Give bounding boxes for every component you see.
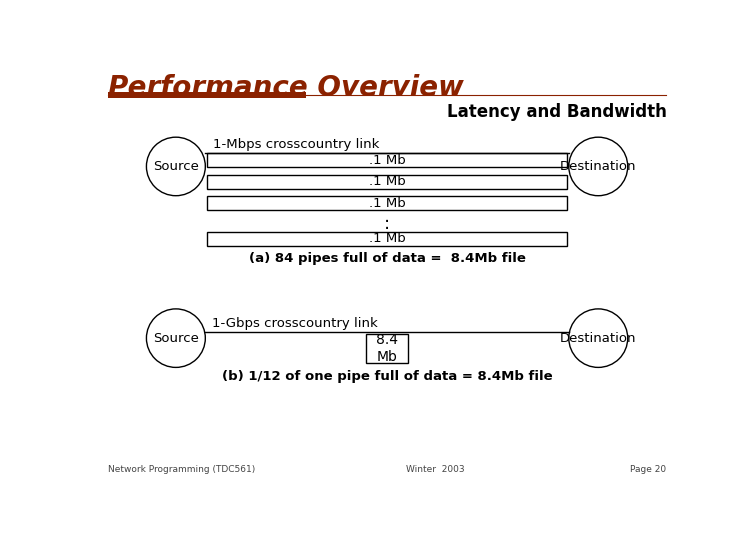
Text: Source: Source: [153, 332, 199, 345]
Text: 8.4
Mb: 8.4 Mb: [376, 333, 398, 364]
Text: 1-Mbps crosscountry link: 1-Mbps crosscountry link: [213, 138, 380, 151]
Text: :: :: [384, 215, 390, 233]
Text: Page 20: Page 20: [631, 465, 667, 475]
Text: Performance Overview: Performance Overview: [108, 74, 464, 102]
Bar: [207, 153, 567, 167]
Ellipse shape: [569, 309, 627, 367]
Text: 1-Gbps crosscountry link: 1-Gbps crosscountry link: [212, 316, 377, 330]
Bar: [108, 92, 306, 98]
Ellipse shape: [147, 309, 206, 367]
Text: Source: Source: [153, 160, 199, 173]
Bar: [207, 232, 567, 246]
Text: Winter  2003: Winter 2003: [406, 465, 465, 475]
Bar: [207, 175, 567, 189]
Text: (b) 1/12 of one pipe full of data = 8.4Mb file: (b) 1/12 of one pipe full of data = 8.4M…: [222, 370, 553, 383]
Text: .1 Mb: .1 Mb: [369, 176, 405, 188]
Ellipse shape: [569, 137, 627, 195]
Text: Destination: Destination: [560, 332, 637, 345]
Bar: [366, 334, 408, 363]
Text: Network Programming (TDC561): Network Programming (TDC561): [108, 465, 256, 475]
Text: Destination: Destination: [560, 160, 637, 173]
Text: .1 Mb: .1 Mb: [369, 197, 405, 210]
Text: (a) 84 pipes full of data =  8.4Mb file: (a) 84 pipes full of data = 8.4Mb file: [249, 252, 525, 265]
Bar: [207, 197, 567, 211]
Text: .1 Mb: .1 Mb: [369, 232, 405, 245]
Text: .1 Mb: .1 Mb: [369, 154, 405, 167]
Ellipse shape: [147, 137, 206, 195]
Text: Latency and Bandwidth: Latency and Bandwidth: [447, 103, 667, 122]
